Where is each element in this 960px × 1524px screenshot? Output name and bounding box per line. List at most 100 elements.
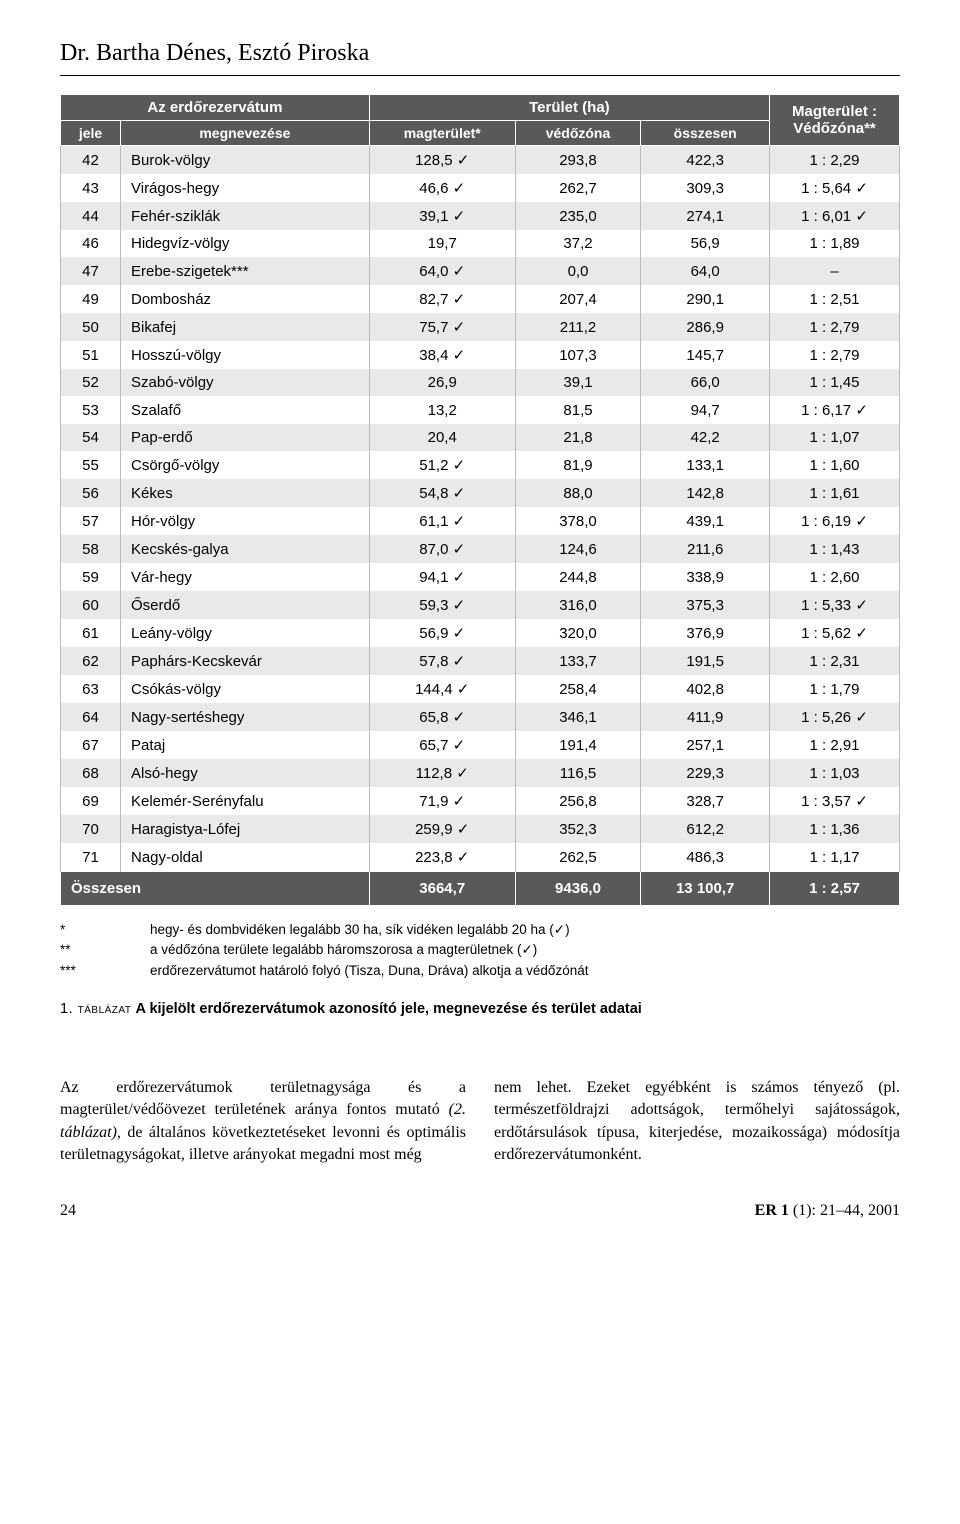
page-footer: 24 ER 1 (1): 21–44, 2001	[60, 1202, 900, 1220]
cell-tot: 66,0	[641, 369, 770, 396]
cell-tot: 257,1	[641, 731, 770, 759]
footnote-mark: *	[60, 920, 150, 940]
cell-ratio: 1 : 1,79	[770, 675, 900, 703]
cell-mag: 94,1 ✓	[369, 563, 515, 591]
cell-ved: 21,8	[515, 424, 641, 451]
table-row: 54Pap-erdő20,421,842,21 : 1,07	[61, 424, 900, 451]
body-text: Az erdőrezervátumok területnagysága és a…	[60, 1077, 900, 1167]
cell-ratio: 1 : 2,60	[770, 563, 900, 591]
table-row: 56Kékes54,8 ✓88,0142,81 : 1,61	[61, 479, 900, 507]
th-osszesen: összesen	[641, 121, 770, 146]
footnotes: *hegy- és dombvidéken legalább 30 ha, sí…	[60, 920, 900, 981]
table-row: 67Pataj65,7 ✓191,4257,11 : 2,91	[61, 731, 900, 759]
table-row: 62Paphárs-Kecskevár57,8 ✓133,7191,51 : 2…	[61, 647, 900, 675]
table-row: 51Hosszú-völgy38,4 ✓107,3145,71 : 2,79	[61, 341, 900, 369]
cell-mag: 20,4	[369, 424, 515, 451]
cell-ved: 378,0	[515, 507, 641, 535]
cell-ved: 107,3	[515, 341, 641, 369]
cell-mag: 39,1 ✓	[369, 202, 515, 230]
th-ratio: Magterület : Védőzóna**	[770, 95, 900, 146]
table-row: 58Kecskés-galya87,0 ✓124,6211,61 : 1,43	[61, 535, 900, 563]
cell-name: Leány-völgy	[121, 619, 370, 647]
footnote-text: hegy- és dombvidéken legalább 30 ha, sík…	[150, 920, 570, 940]
cell-id: 54	[61, 424, 121, 451]
total-tot: 13 100,7	[641, 872, 770, 906]
cell-name: Nagy-sertéshegy	[121, 703, 370, 731]
journal-rest: (1): 21–44, 2001	[789, 1202, 900, 1219]
journal-bold: ER 1	[755, 1202, 789, 1219]
table-row: 43Virágos-hegy46,6 ✓262,7309,31 : 5,64 ✓	[61, 174, 900, 202]
cell-ved: 316,0	[515, 591, 641, 619]
cell-ratio: 1 : 5,33 ✓	[770, 591, 900, 619]
table-row: 57Hór-völgy61,1 ✓378,0439,11 : 6,19 ✓	[61, 507, 900, 535]
cell-name: Nagy-oldal	[121, 843, 370, 872]
cell-ratio: 1 : 1,60	[770, 451, 900, 479]
cell-ratio: 1 : 6,17 ✓	[770, 396, 900, 424]
cell-mag: 46,6 ✓	[369, 174, 515, 202]
cell-tot: 142,8	[641, 479, 770, 507]
cell-ved: 0,0	[515, 257, 641, 285]
cell-ratio: 1 : 1,61	[770, 479, 900, 507]
cell-name: Csókás-völgy	[121, 675, 370, 703]
cell-ved: 352,3	[515, 815, 641, 843]
cell-mag: 38,4 ✓	[369, 341, 515, 369]
cell-tot: 439,1	[641, 507, 770, 535]
cell-tot: 274,1	[641, 202, 770, 230]
cell-mag: 65,8 ✓	[369, 703, 515, 731]
table-row: 52Szabó-völgy26,939,166,01 : 1,45	[61, 369, 900, 396]
cell-tot: 309,3	[641, 174, 770, 202]
cell-tot: 422,3	[641, 146, 770, 175]
cell-tot: 402,8	[641, 675, 770, 703]
cell-id: 52	[61, 369, 121, 396]
cell-id: 68	[61, 759, 121, 787]
cell-tot: 56,9	[641, 230, 770, 257]
cell-id: 47	[61, 257, 121, 285]
cell-ratio: 1 : 2,79	[770, 313, 900, 341]
table-row: 42Burok-völgy128,5 ✓293,8422,31 : 2,29	[61, 146, 900, 175]
cell-ratio: 1 : 2,79	[770, 341, 900, 369]
footnote-mark: ***	[60, 961, 150, 981]
data-table: Az erdőrezervátum Terület (ha) Magterüle…	[60, 94, 900, 906]
cell-id: 64	[61, 703, 121, 731]
cell-id: 51	[61, 341, 121, 369]
cell-ved: 235,0	[515, 202, 641, 230]
th-group-mid: Terület (ha)	[369, 95, 769, 121]
cell-name: Bikafej	[121, 313, 370, 341]
table-row: 59Vár-hegy94,1 ✓244,8338,91 : 2,60	[61, 563, 900, 591]
cell-tot: 328,7	[641, 787, 770, 815]
cell-mag: 112,8 ✓	[369, 759, 515, 787]
cell-mag: 54,8 ✓	[369, 479, 515, 507]
cell-id: 43	[61, 174, 121, 202]
cell-name: Burok-völgy	[121, 146, 370, 175]
cell-tot: 133,1	[641, 451, 770, 479]
cell-id: 71	[61, 843, 121, 872]
cell-tot: 338,9	[641, 563, 770, 591]
table-row: 46Hidegvíz-völgy19,737,256,91 : 1,89	[61, 230, 900, 257]
cell-ratio: 1 : 6,01 ✓	[770, 202, 900, 230]
total-mag: 3664,7	[369, 872, 515, 906]
cell-id: 60	[61, 591, 121, 619]
cell-mag: 87,0 ✓	[369, 535, 515, 563]
table-row: 61Leány-völgy56,9 ✓320,0376,91 : 5,62 ✓	[61, 619, 900, 647]
total-label: Összesen	[61, 872, 370, 906]
cell-name: Paphárs-Kecskevár	[121, 647, 370, 675]
cell-id: 62	[61, 647, 121, 675]
cell-mag: 19,7	[369, 230, 515, 257]
cell-tot: 411,9	[641, 703, 770, 731]
footnote-text: a védőzóna területe legalább háromszoros…	[150, 940, 537, 960]
cell-mag: 82,7 ✓	[369, 285, 515, 313]
cell-name: Szabó-völgy	[121, 369, 370, 396]
cell-name: Erebe-szigetek***	[121, 257, 370, 285]
cell-name: Csörgő-völgy	[121, 451, 370, 479]
caption-bold: A kijelölt erdőrezervátumok azonosító je…	[135, 1001, 641, 1017]
page-title: Dr. Bartha Dénes, Esztó Piroska	[60, 40, 900, 67]
cell-ved: 258,4	[515, 675, 641, 703]
cell-name: Virágos-hegy	[121, 174, 370, 202]
cell-mag: 64,0 ✓	[369, 257, 515, 285]
table-row: 50Bikafej75,7 ✓211,2286,91 : 2,79	[61, 313, 900, 341]
total-ved: 9436,0	[515, 872, 641, 906]
cell-tot: 64,0	[641, 257, 770, 285]
cell-tot: 211,6	[641, 535, 770, 563]
cell-tot: 191,5	[641, 647, 770, 675]
cell-ratio: 1 : 6,19 ✓	[770, 507, 900, 535]
